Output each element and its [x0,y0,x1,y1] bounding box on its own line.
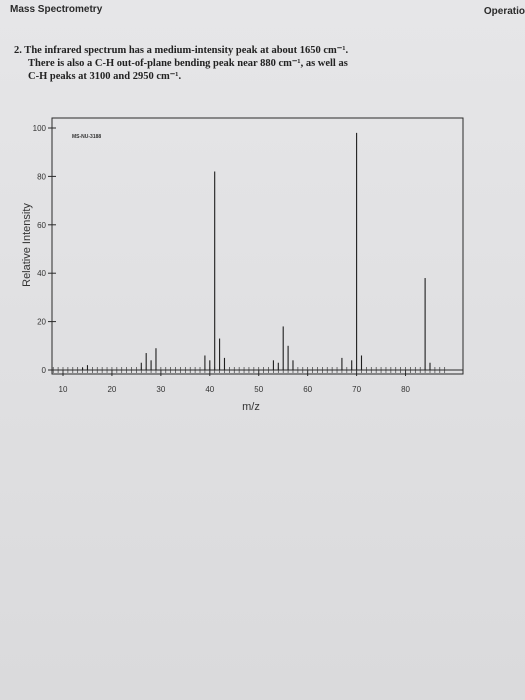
question-text: 2. The infrared spectrum has a medium-in… [14,44,434,83]
x-tick-label: 10 [59,385,68,394]
x-tick-label: 70 [352,385,361,394]
y-tick-label: 20 [37,318,46,327]
x-axis: 10 20 30 40 50 60 70 80 [59,370,411,394]
question-line-3: C-H peaks at 3100 and 2950 cm⁻¹. [28,71,182,82]
y-tick-label: 40 [37,269,46,278]
x-tick-label: 20 [107,385,116,394]
y-tick-label: 0 [42,366,47,375]
x-tick-label: 60 [303,385,312,394]
question-line-2: There is also a C-H out-of-plane bending… [28,58,348,69]
spectrum-peaks [82,132,431,370]
page-header-right-text: Operatio [483,6,525,17]
y-tick-label: 60 [37,221,46,230]
x-tick-label: 30 [156,385,165,394]
x-axis-minor-ticks [52,367,446,373]
x-tick-label: 80 [401,385,410,394]
sample-id-label: MS-NU-3188 [72,134,101,140]
y-tick-label: 80 [37,172,46,181]
plot-frame [51,117,464,375]
y-axis: 0 20 40 60 80 100 [33,124,463,375]
x-tick-label: 40 [205,385,214,394]
page-header-title: Mass Spectrometry [10,4,103,15]
x-tick-label: 50 [254,385,263,394]
question-line-1: 2. The infrared spectrum has a medium-in… [14,45,349,56]
y-axis-label: Relative Intensity [21,203,33,287]
y-tick-label: 100 [33,124,47,133]
x-axis-label: m/z [242,401,260,413]
